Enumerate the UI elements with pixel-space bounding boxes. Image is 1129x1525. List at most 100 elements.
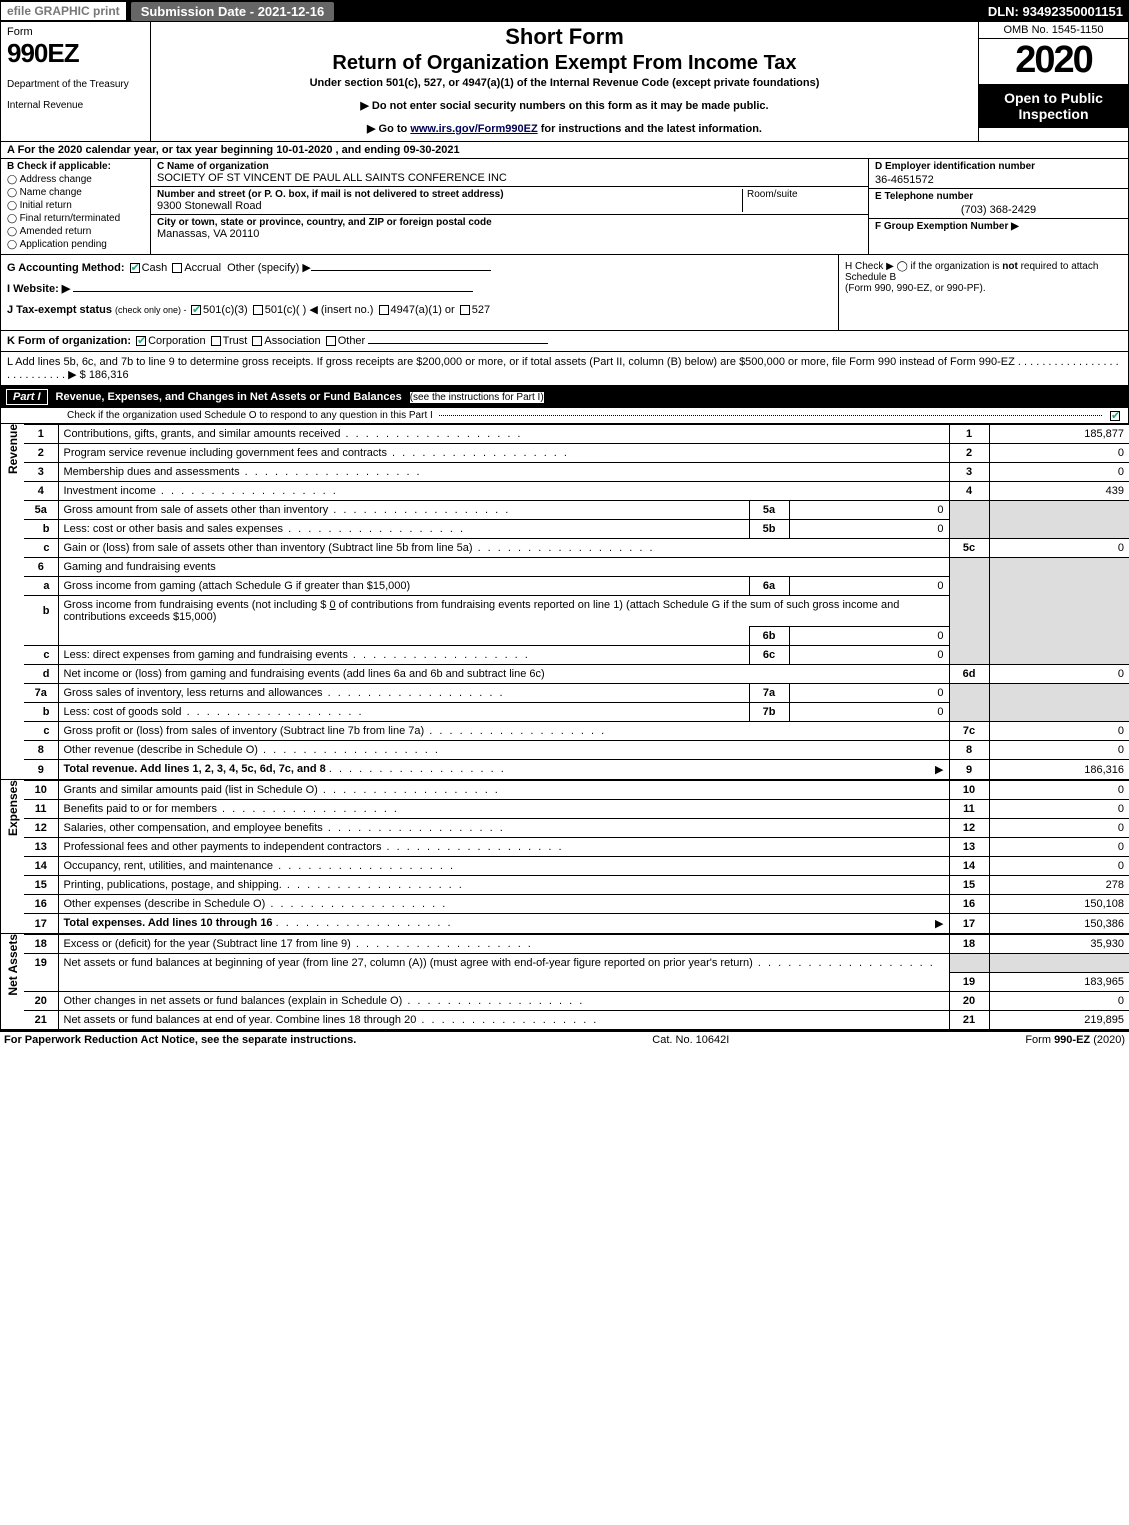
k-label: K Form of organization: [7, 335, 131, 347]
desc-7c: Gross profit or (loss) from sales of inv… [58, 722, 949, 741]
rln-10: 10 [949, 781, 989, 800]
desc-15: Printing, publications, postage, and shi… [58, 876, 949, 895]
ln-5b: b [24, 520, 58, 539]
g-label: G Accounting Method: [7, 262, 125, 274]
chk-501c3[interactable] [191, 305, 201, 315]
mln-6a: 6a [749, 577, 789, 596]
part1-number: Part I [6, 389, 48, 405]
netassets-side-label: Net Assets [0, 934, 24, 1030]
form-word: Form [7, 26, 144, 38]
amt-19: 183,965 [989, 972, 1129, 991]
k-other-input[interactable] [368, 343, 548, 344]
shade-5a [949, 501, 989, 520]
revenue-section: Revenue 1Contributions, gifts, grants, a… [0, 424, 1129, 780]
chk-cash[interactable] [130, 263, 140, 273]
c-name-label: C Name of organization [157, 161, 501, 172]
amt-16: 150,108 [989, 895, 1129, 914]
part1-title: Revenue, Expenses, and Changes in Net As… [56, 391, 402, 403]
shade-5a-amt [989, 501, 1129, 520]
chk-trust[interactable] [211, 336, 221, 346]
rln-11: 11 [949, 800, 989, 819]
rln-14: 14 [949, 857, 989, 876]
j-527: 527 [472, 304, 490, 316]
g-other-input[interactable] [311, 270, 491, 271]
c-name-value: SOCIETY OF ST VINCENT DE PAUL ALL SAINTS… [157, 172, 507, 184]
dept-irs: Internal Revenue [7, 100, 144, 111]
f-group-label: F Group Exemption Number ▶ [875, 221, 1122, 232]
chk-address-change[interactable]: Address change [7, 174, 144, 185]
h-text3: (Form 990, 990-EZ, or 990-PF). [845, 283, 986, 294]
mln-6b: 6b [749, 627, 789, 646]
rln-2: 2 [949, 444, 989, 463]
ln-15: 15 [24, 876, 58, 895]
chk-4947[interactable] [379, 305, 389, 315]
chk-final-return[interactable]: Final return/terminated [7, 213, 144, 224]
chk-name-change[interactable]: Name change [7, 187, 144, 198]
rln-9: 9 [949, 760, 989, 780]
chk-amended-return[interactable]: Amended return [7, 226, 144, 237]
ln-20: 20 [24, 991, 58, 1010]
tax-year: 2020 [979, 39, 1128, 82]
chk-501c[interactable] [253, 305, 263, 315]
chk-initial-return[interactable]: Initial return [7, 200, 144, 211]
ln-7b: b [24, 703, 58, 722]
shade-6 [949, 558, 989, 577]
line-j: J Tax-exempt status (check only one) - 5… [7, 303, 832, 316]
chk-schedule-o[interactable] [1110, 411, 1120, 421]
i-website-input[interactable] [73, 291, 473, 292]
amt-8: 0 [989, 741, 1129, 760]
chk-assoc[interactable] [252, 336, 262, 346]
amt-12: 0 [989, 819, 1129, 838]
mln-7b: 7b [749, 703, 789, 722]
ln-21: 21 [24, 1010, 58, 1029]
k-corp: Corporation [148, 335, 205, 347]
desc-9: Total revenue. Add lines 1, 2, 3, 4, 5c,… [58, 760, 949, 780]
desc-7b: Less: cost of goods sold [58, 703, 749, 722]
shade-5b-amt [989, 520, 1129, 539]
rln-1: 1 [949, 425, 989, 444]
ln-10: 10 [24, 781, 58, 800]
expenses-side-label: Expenses [0, 780, 24, 934]
line-i: I Website: ▶ [7, 282, 832, 295]
ln-7c: c [24, 722, 58, 741]
desc-12: Salaries, other compensation, and employ… [58, 819, 949, 838]
desc-6a: Gross income from gaming (attach Schedul… [58, 577, 749, 596]
revenue-table: 1Contributions, gifts, grants, and simil… [24, 424, 1129, 780]
chk-corp[interactable] [136, 336, 146, 346]
ln-7a: 7a [24, 684, 58, 703]
rln-3: 3 [949, 463, 989, 482]
amt-20: 0 [989, 991, 1129, 1010]
mval-6c: 0 [789, 646, 949, 665]
desc-1: Contributions, gifts, grants, and simila… [58, 425, 949, 444]
mln-5b: 5b [749, 520, 789, 539]
desc-6: Gaming and fundraising events [58, 558, 949, 577]
goto-pre: Go to [379, 123, 411, 135]
block-g-h-i-j: G Accounting Method: Cash Accrual Other … [0, 255, 1129, 331]
j-pre: J Tax-exempt status [7, 304, 115, 316]
chk-application-pending[interactable]: Application pending [7, 239, 144, 250]
ln-12: 12 [24, 819, 58, 838]
expenses-section: Expenses 10Grants and similar amounts pa… [0, 780, 1129, 934]
j-501c: 501(c)( ) ◀ (insert no.) [265, 304, 374, 316]
amt-21: 219,895 [989, 1010, 1129, 1029]
col-h: H Check ▶ ◯ if the organization is not r… [838, 255, 1128, 330]
part1-paren: (see the instructions for Part I) [410, 392, 544, 403]
ln-6d: d [24, 665, 58, 684]
irs-link[interactable]: www.irs.gov/Form990EZ [410, 123, 537, 135]
ln-6c: c [24, 646, 58, 665]
ln-18: 18 [24, 935, 58, 954]
header-left: Form 990EZ Department of the Treasury In… [1, 22, 151, 141]
mval-5b: 0 [789, 520, 949, 539]
footer-cat: Cat. No. 10642I [652, 1034, 729, 1046]
chk-accrual[interactable] [172, 263, 182, 273]
chk-527[interactable] [460, 305, 470, 315]
rln-21: 21 [949, 1010, 989, 1029]
goto-notice: Go to www.irs.gov/Form990EZ for instruct… [161, 122, 968, 135]
efile-print-button[interactable]: efile GRAPHIC print [0, 1, 127, 21]
desc-2: Program service revenue including govern… [58, 444, 949, 463]
ln-6: 6 [24, 558, 58, 577]
mval-6a: 0 [789, 577, 949, 596]
chk-other[interactable] [326, 336, 336, 346]
col-gij: G Accounting Method: Cash Accrual Other … [1, 255, 838, 330]
footer-left: For Paperwork Reduction Act Notice, see … [4, 1034, 356, 1046]
